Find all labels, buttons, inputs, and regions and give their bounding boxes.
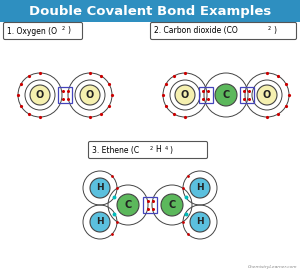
Circle shape <box>90 212 110 232</box>
Text: C: C <box>168 200 175 210</box>
Circle shape <box>117 194 139 216</box>
Circle shape <box>190 178 210 198</box>
Circle shape <box>80 85 100 105</box>
Circle shape <box>161 194 183 216</box>
Text: ): ) <box>169 146 172 155</box>
Text: H: H <box>96 218 104 227</box>
Bar <box>143 197 157 213</box>
Text: Double Covalent Bond Examples: Double Covalent Bond Examples <box>29 4 271 17</box>
Text: 4: 4 <box>165 146 168 150</box>
Text: ): ) <box>67 26 70 35</box>
Text: 2: 2 <box>150 146 153 150</box>
FancyBboxPatch shape <box>151 22 296 40</box>
Bar <box>58 87 72 103</box>
Circle shape <box>90 178 110 198</box>
Text: ChemistryLearner.com: ChemistryLearner.com <box>248 265 297 269</box>
Text: 2: 2 <box>62 26 65 31</box>
Circle shape <box>215 84 237 106</box>
Text: 2. Carbon dioxide (CO: 2. Carbon dioxide (CO <box>154 26 238 35</box>
Bar <box>199 87 212 103</box>
Text: H: H <box>196 183 204 192</box>
FancyBboxPatch shape <box>88 141 208 159</box>
Text: ): ) <box>273 26 276 35</box>
Bar <box>239 87 254 103</box>
Circle shape <box>257 85 277 105</box>
Text: C: C <box>222 90 230 100</box>
Circle shape <box>175 85 195 105</box>
Text: O: O <box>181 90 189 100</box>
Circle shape <box>190 212 210 232</box>
Text: H: H <box>155 146 161 155</box>
FancyBboxPatch shape <box>4 22 82 40</box>
Text: O: O <box>86 90 94 100</box>
Circle shape <box>30 85 50 105</box>
Text: 2: 2 <box>268 26 271 31</box>
Text: 1. Oxygen (O: 1. Oxygen (O <box>7 26 57 35</box>
Text: H: H <box>96 183 104 192</box>
Text: O: O <box>36 90 44 100</box>
Text: C: C <box>124 200 132 210</box>
Text: O: O <box>263 90 271 100</box>
Text: H: H <box>196 218 204 227</box>
Text: 3. Ethene (C: 3. Ethene (C <box>92 146 139 155</box>
Bar <box>0 0 300 22</box>
